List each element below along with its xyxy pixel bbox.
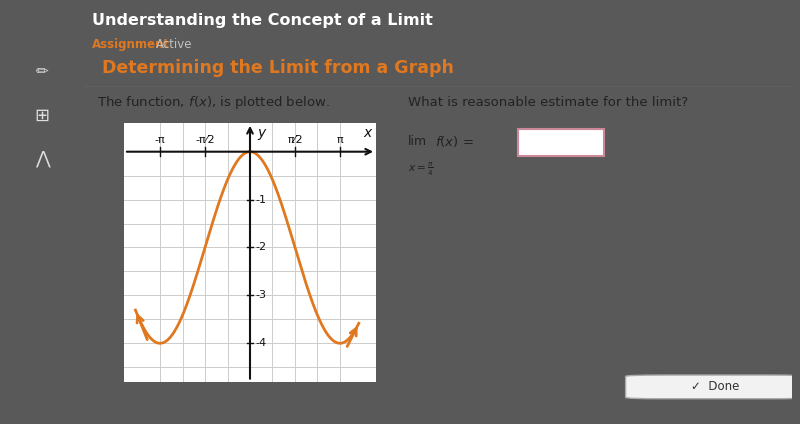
Text: -3: -3	[255, 290, 266, 300]
Text: ⊞: ⊞	[34, 106, 50, 125]
Text: -π⁄2: -π⁄2	[195, 135, 215, 145]
Text: -2: -2	[255, 243, 266, 252]
Text: -π: -π	[154, 135, 166, 145]
Text: $x=\frac{\pi}{4}$: $x=\frac{\pi}{4}$	[408, 161, 434, 178]
Text: Assignment: Assignment	[92, 38, 170, 51]
FancyBboxPatch shape	[518, 129, 604, 156]
Text: Understanding the Concept of a Limit: Understanding the Concept of a Limit	[92, 13, 433, 28]
Text: ✏: ✏	[36, 64, 48, 79]
Text: x: x	[363, 126, 372, 140]
Text: $f(x)$ =: $f(x)$ =	[435, 134, 474, 149]
Text: Determining the Limit from a Graph: Determining the Limit from a Graph	[102, 59, 454, 77]
Text: lim: lim	[408, 135, 427, 148]
Text: The function, $\mathit{f(x)}$, is plotted below.: The function, $\mathit{f(x)}$, is plotte…	[98, 94, 330, 112]
Text: What is reasonable estimate for the limit?: What is reasonable estimate for the limi…	[408, 96, 688, 109]
Text: -4: -4	[255, 338, 266, 348]
Text: -1: -1	[255, 195, 266, 205]
Text: ⋀: ⋀	[34, 151, 50, 169]
Text: Active: Active	[156, 38, 193, 51]
Text: ✓  Done: ✓ Done	[691, 380, 740, 393]
Text: π⁄2: π⁄2	[287, 135, 302, 145]
FancyBboxPatch shape	[626, 375, 800, 399]
Text: y: y	[257, 126, 266, 140]
Text: π: π	[337, 135, 343, 145]
